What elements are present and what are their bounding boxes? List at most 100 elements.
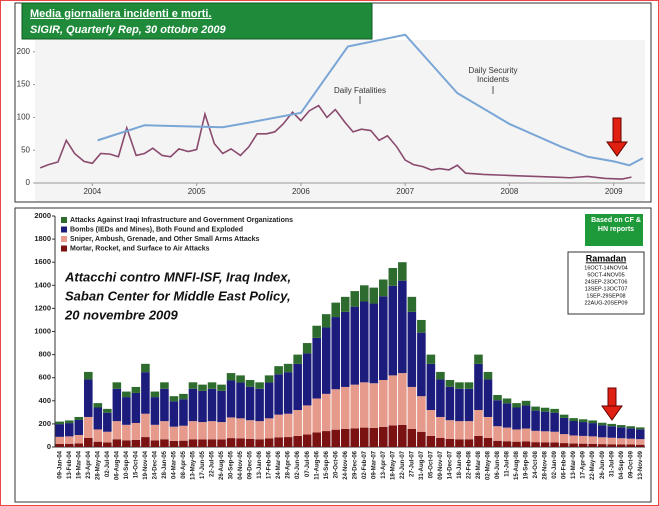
x-tick-label: 22-Jul-05 [210, 450, 216, 477]
bar-segment [588, 436, 597, 444]
x-tick-label: 09-Jan-04 [57, 450, 63, 478]
x-tick-label: 28-Jan-05 [162, 450, 168, 478]
bar-segment [616, 427, 626, 439]
bar-segment [626, 428, 636, 439]
bar-segment [350, 384, 360, 429]
x-tick-label: 13-Nov-09 [638, 450, 644, 479]
bar-segment [55, 421, 65, 425]
bar-segment [207, 388, 217, 422]
bar-segment [264, 375, 274, 383]
bar-segment [103, 442, 112, 447]
x-tick-label: 31-Aug-07 [419, 450, 425, 480]
bar-segment [331, 389, 341, 430]
x-tick-label: 09-Mar-07 [371, 450, 377, 479]
bar-segment [436, 379, 445, 417]
bar-segment [312, 432, 321, 447]
bar-segment [93, 429, 103, 442]
bar-segment [245, 386, 255, 421]
x-tick-label: 02-Feb-07 [362, 450, 368, 479]
bar-segment [597, 422, 607, 426]
bar-segment [84, 437, 93, 447]
x-tick-label: 24-Dec-04 [152, 450, 158, 479]
bar-segment [379, 426, 388, 447]
bar-segment [207, 439, 217, 447]
bar-segment [607, 426, 616, 438]
bar-segment [350, 306, 360, 385]
bar-segment [379, 279, 388, 297]
bar-segment [597, 444, 607, 447]
bar-segment [302, 343, 312, 354]
bar-segment [131, 386, 141, 393]
source-box [585, 214, 643, 246]
bar-segment [312, 337, 321, 399]
y-tick-label: 0 [26, 178, 31, 187]
bar-segment [283, 363, 293, 373]
bar-segment [141, 437, 150, 447]
bar-segment [169, 426, 179, 441]
bar-segment [407, 428, 417, 447]
bar-segment [569, 418, 578, 422]
x-tick-label: 22-Feb-08 [467, 450, 473, 479]
x-tick-label: 11-Jul-08 [505, 450, 511, 476]
bar-segment [588, 423, 597, 437]
x-tick-label: 26-Aug-05 [219, 450, 225, 480]
bar-segment [359, 382, 369, 428]
bar-segment [550, 408, 559, 413]
ramadan-box [567, 251, 645, 315]
y-tick-label: 150 [17, 80, 31, 89]
bar-segment [169, 401, 179, 427]
bar-segment [569, 435, 578, 444]
x-tick-label: 13-Apr-07 [381, 450, 387, 478]
bar-segment [264, 438, 274, 447]
plot-area [35, 40, 645, 201]
bar-segment [198, 422, 207, 440]
bar-segment [312, 325, 321, 338]
bar-segment [407, 296, 417, 312]
bar-segment [141, 372, 150, 414]
x-tick-label: 28-Mar-08 [476, 450, 482, 479]
bar-segment [512, 403, 521, 408]
caption: Saban Center for Middle East Policy, [65, 288, 291, 303]
bar-segment [379, 380, 388, 427]
bar-segment [93, 403, 103, 408]
bar-segment [122, 424, 131, 441]
bar-segment [607, 444, 616, 447]
y-tick-label: 200 [38, 419, 51, 428]
bar-segment [417, 319, 426, 333]
bar-segment [436, 437, 445, 447]
x-tick-label: 09-Dec-05 [248, 450, 254, 479]
bar-segment [169, 440, 179, 447]
chart-title: Media giornaliera incidenti e morti. [30, 8, 212, 20]
bar-segment [616, 425, 626, 428]
bar-segment [540, 407, 550, 412]
x-tick-label: 23-Apr-04 [86, 450, 92, 478]
source-note: Based on CF & HN reports [591, 217, 641, 233]
bar-segment [131, 422, 141, 440]
bar-segment [293, 363, 302, 411]
x-tick-label: 2008 [501, 187, 519, 196]
bar-segment [112, 382, 122, 389]
x-tick-label: 07-Jul-06 [305, 450, 311, 477]
bar-segment [607, 437, 616, 445]
bar-segment [388, 267, 398, 286]
bar-segment [531, 442, 540, 447]
bar-segment [321, 393, 331, 432]
bar-segment [550, 412, 559, 432]
bar-segment [464, 388, 474, 422]
legend-swatch [61, 245, 67, 252]
x-tick-label: 18-May-07 [390, 450, 396, 480]
bar-segment [340, 296, 350, 312]
bar-segment [141, 363, 150, 373]
bar-segment [160, 388, 169, 422]
x-tick-label: 02-Jan-09 [552, 450, 558, 478]
bar-segment [493, 440, 502, 447]
bar-segment [388, 425, 398, 447]
bar-segment [369, 383, 379, 428]
bar-segment [588, 443, 597, 447]
bar-segment [369, 303, 379, 384]
bar-segment [464, 439, 474, 447]
bar-segment [550, 431, 559, 443]
bar-segment [635, 444, 645, 447]
bar-segment [559, 443, 569, 447]
bar-segment [150, 391, 160, 398]
